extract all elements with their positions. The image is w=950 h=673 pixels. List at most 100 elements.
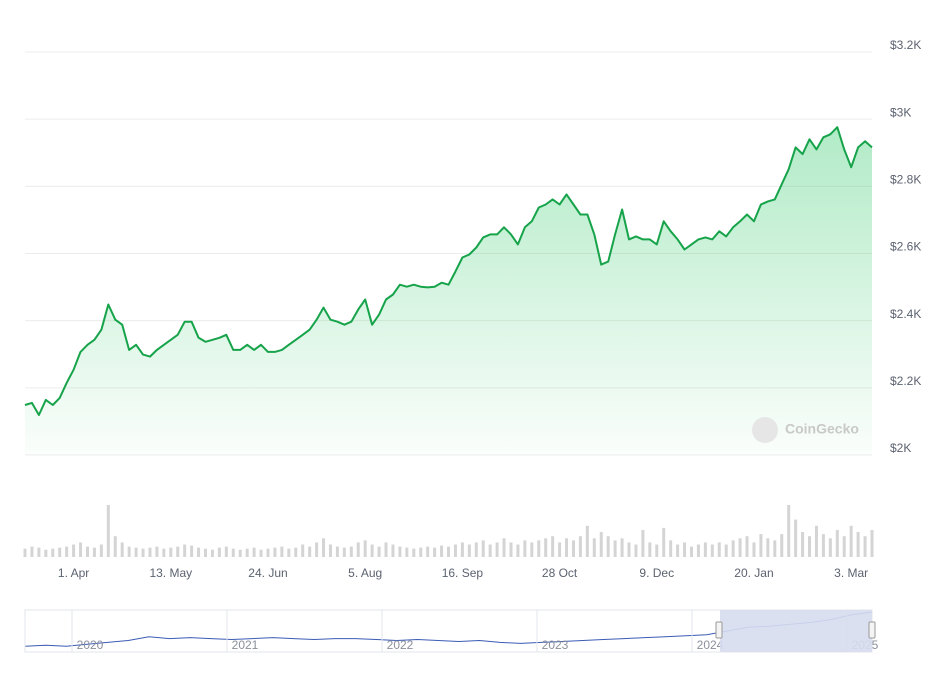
volume-bar: [696, 544, 700, 557]
volume-bar: [662, 527, 666, 557]
volume-bar: [294, 547, 298, 557]
volume-bar: [821, 534, 825, 557]
volume-bar: [266, 548, 270, 557]
volume-bar: [106, 505, 110, 557]
volume-bar: [391, 544, 395, 557]
volume-bar: [85, 546, 89, 557]
x-tick-label: 13. May: [149, 566, 192, 580]
watermark: CoinGecko: [752, 417, 859, 443]
volume-bar: [238, 549, 242, 557]
volume-bar: [828, 538, 832, 557]
volume-bar: [377, 546, 381, 557]
volume-bar: [606, 536, 610, 557]
volume-bar: [801, 532, 805, 557]
volume-bar: [585, 525, 589, 557]
volume-bar: [148, 547, 152, 557]
volume-bar: [120, 542, 124, 557]
volume-bar: [197, 547, 201, 557]
volume-bar: [870, 529, 874, 557]
volume-bar: [794, 519, 798, 557]
volume-bar: [592, 538, 596, 557]
volume-bar: [99, 544, 103, 557]
volume-bar: [30, 546, 34, 557]
volume-bar: [44, 549, 48, 557]
volume-bar: [51, 548, 55, 557]
volume-bar: [683, 542, 687, 557]
navigator-year: 2022: [387, 638, 414, 652]
x-tick-label: 9. Dec: [639, 566, 674, 580]
volume-bar: [426, 546, 430, 557]
volume-bar: [231, 548, 235, 557]
volume-bar: [474, 542, 478, 557]
volume-bar: [731, 540, 735, 557]
volume-bar: [273, 547, 277, 557]
volume-bar: [558, 542, 562, 557]
volume-bar: [412, 548, 416, 557]
volume-bar: [405, 547, 409, 557]
volume-bar: [717, 542, 721, 557]
volume-bar: [210, 549, 214, 557]
volume-bar: [488, 544, 492, 557]
volume-bar: [127, 546, 131, 557]
volume-bar: [92, 547, 96, 557]
volume-bar: [356, 542, 360, 557]
volume-bar: [453, 544, 457, 557]
x-tick-label: 28 Oct: [542, 566, 578, 580]
volume-bar: [315, 542, 319, 557]
x-tick-label: 5. Aug: [348, 566, 382, 580]
volume-bar: [447, 546, 450, 557]
y-tick-label: $2.6K: [890, 240, 921, 254]
y-tick-label: $2.4K: [890, 307, 921, 321]
volume-bar: [342, 547, 346, 557]
x-tick-label: 16. Sep: [442, 566, 484, 580]
navigator-handle[interactable]: [868, 621, 876, 639]
volume-bar: [245, 548, 249, 557]
volume-bar: [856, 532, 860, 557]
volume-bar: [745, 536, 749, 557]
volume-bar: [842, 536, 846, 557]
volume-bar: [287, 548, 291, 557]
volume-bar: [759, 534, 763, 557]
volume-bar: [72, 544, 76, 557]
volume-bar: [523, 540, 527, 557]
volume-bar: [155, 546, 159, 557]
navigator-year: 2023: [542, 638, 569, 652]
volume-bar: [259, 549, 263, 557]
volume-bar: [565, 538, 569, 557]
volume-bar: [787, 505, 791, 557]
volume-bar: [849, 525, 853, 557]
volume-bar: [814, 525, 818, 557]
navigator-year: 2021: [232, 638, 259, 652]
volume-bar: [204, 548, 208, 557]
volume-bar: [724, 544, 728, 557]
volume-bar: [808, 536, 812, 557]
volume-bar: [530, 542, 534, 557]
volume-bar: [689, 546, 693, 557]
volume-bar: [655, 544, 659, 557]
volume-bar: [433, 547, 437, 557]
area: [25, 127, 872, 455]
volume-bar: [398, 546, 402, 557]
volume-bar: [578, 536, 582, 557]
volume-bar: [495, 542, 499, 557]
volume-bar: [641, 529, 645, 557]
volume-bar: [183, 544, 187, 557]
volume-bar: [676, 544, 680, 557]
x-tick-label: 1. Apr: [58, 566, 89, 580]
volume-bar: [322, 538, 326, 557]
volume-bar: [481, 540, 485, 557]
y-tick-label: $2K: [890, 441, 911, 455]
volume-bar: [37, 547, 41, 557]
volume-bar: [571, 540, 575, 557]
watermark-text: CoinGecko: [785, 421, 859, 437]
volume-bar: [752, 542, 756, 557]
volume-bar: [620, 538, 624, 557]
y-tick-label: $2.8K: [890, 173, 921, 187]
navigator-handle[interactable]: [715, 621, 723, 639]
price-line: [24, 126, 873, 416]
volume-bar: [217, 547, 221, 557]
y-tick-label: $3K: [890, 105, 911, 119]
volume-bar: [363, 540, 367, 557]
navigator-selection[interactable]: [720, 610, 872, 652]
